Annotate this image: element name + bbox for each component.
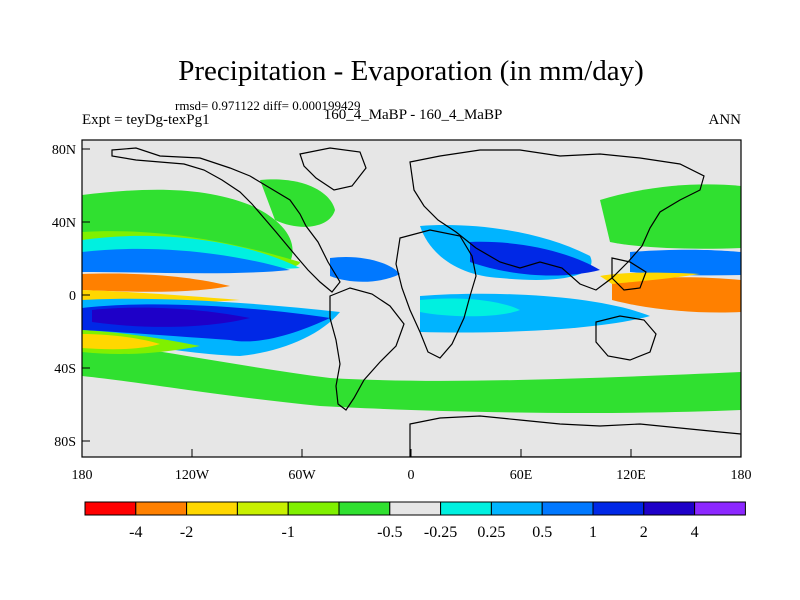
lon-label-60e: 60E: [510, 468, 533, 483]
lon-label-180w: 180: [72, 468, 93, 483]
lat-label-40n: 40N: [52, 216, 76, 231]
colorbar-label-8: 2: [640, 524, 648, 541]
coastlines: [111, 147, 741, 457]
colorbar-box-3: [236, 501, 289, 516]
lat-label-40s: 40S: [54, 362, 76, 377]
colorbar-boxes: [84, 501, 746, 516]
colorbar-box-4: [287, 501, 340, 516]
coastline-antarctica: [409, 415, 741, 457]
lon-label-120w: 120W: [175, 468, 210, 483]
stats-label: rmsd= 0.971122 diff= 0.000199429: [175, 98, 360, 113]
colorbar: -4 -2 -1 -0.5 -0.25 0.25 0.5 1 2 4: [84, 501, 746, 541]
map-title: Precipitation - Evaporation (in mm/day): [178, 55, 644, 87]
lat-axis: 80N 40N 0 40S 80S: [52, 143, 90, 450]
colorbar-box-0: [84, 501, 137, 516]
colorbar-labels: -4 -2 -1 -0.5 -0.25 0.25 0.5 1 2 4: [129, 524, 698, 541]
colorbar-box-6: [389, 501, 442, 516]
coastline-south-america: [329, 287, 405, 411]
lon-label-120e: 120E: [616, 468, 646, 483]
colorbar-label-9: 4: [691, 524, 699, 541]
contour-wp-cyan: [420, 298, 520, 317]
lat-label-0: 0: [69, 289, 76, 304]
case-label: 160_4_MaBP - 160_4_MaBP: [324, 107, 503, 123]
season-label: ANN: [709, 112, 742, 128]
coastline-eurasia: [409, 149, 705, 291]
colorbar-box-12: [694, 501, 746, 516]
colorbar-label-1: -2: [180, 524, 193, 541]
contour-equator-orange-east: [612, 277, 741, 313]
contour-equator-orange-west: [82, 273, 230, 292]
experiment-label: Expt = teyDg-texPg1: [82, 112, 210, 128]
colorbar-label-6: 0.5: [532, 524, 552, 541]
contour-nh-storm-track-atlantic: [260, 179, 335, 227]
contour-nh-storm-track-east: [600, 184, 741, 249]
colorbar-box-2: [186, 501, 238, 516]
contour-eq-blue-center: [330, 256, 400, 282]
field-contours: [82, 179, 741, 413]
contour-sh-green-belt: [82, 340, 741, 413]
colorbar-label-2: -1: [282, 524, 295, 541]
coastline-north-america: [111, 147, 341, 293]
coastline-africa: [395, 229, 477, 359]
map-panel: 80N 40N 0 40S 80S 180 120W 60W 0 60E 120…: [52, 139, 752, 483]
colorbar-label-7: 1: [589, 524, 597, 541]
colorbar-box-1: [135, 501, 188, 516]
lon-label-60w: 60W: [288, 468, 316, 483]
colorbar-label-0: -4: [129, 524, 142, 541]
coastline-greenland: [299, 147, 367, 191]
coastline-southeast-asia: [611, 257, 647, 291]
colorbar-label-3: -0.5: [377, 524, 402, 541]
lat-label-80n: 80N: [52, 143, 76, 158]
colorbar-box-8: [490, 501, 543, 516]
colorbar-label-5: 0.25: [477, 524, 505, 541]
lon-label-180e: 180: [731, 468, 752, 483]
colorbar-label-4: -0.25: [424, 524, 457, 541]
contour-nh-blue-band: [82, 248, 290, 274]
colorbar-box-11: [643, 501, 696, 516]
contour-equator-yellow-east: [600, 272, 700, 284]
colorbar-box-10: [592, 501, 645, 516]
lon-label-0: 0: [408, 468, 415, 483]
contour-asia-blue: [470, 241, 600, 276]
colorbar-box-9: [541, 501, 594, 516]
colorbar-box-7: [440, 501, 492, 516]
contour-nh-blue-band-east: [630, 249, 741, 276]
contour-sh-purple: [92, 307, 250, 327]
contour-sh-yellow: [82, 334, 160, 350]
lon-axis: 180 120W 60W 0 60E 120E 180: [72, 449, 752, 483]
lat-label-80s: 80S: [54, 435, 76, 450]
colorbar-box-5: [338, 501, 391, 516]
coastline-australia: [595, 315, 657, 361]
